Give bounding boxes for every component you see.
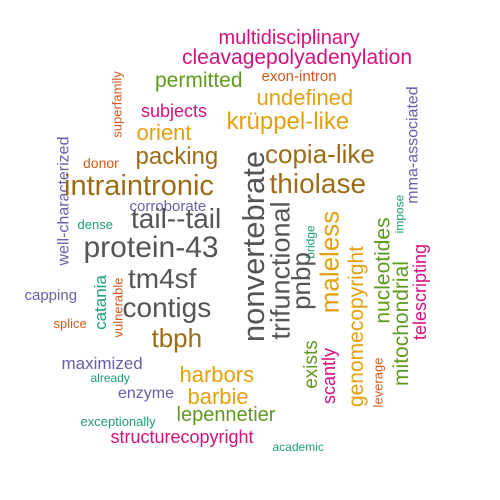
word-contigs: contigs xyxy=(122,292,212,323)
word-catania: catania xyxy=(90,274,110,330)
word-exists: exists xyxy=(300,339,322,389)
word-maximized: maximized xyxy=(61,353,143,373)
word-exceptionally: exceptionally xyxy=(80,413,156,429)
word-structurecopyright: structurecopyright xyxy=(110,427,254,447)
word-permitted: permitted xyxy=(155,68,243,92)
word-mma-associated: mma-associated xyxy=(404,86,422,204)
word-superfamily: superfamily xyxy=(109,70,125,138)
word-cleavagepolyadenylation: cleavagepolyadenylation xyxy=(182,45,413,69)
word-multidisciplinary: multidisciplinary xyxy=(218,27,360,49)
word-mitochondrial: mitochondrial xyxy=(389,260,413,386)
word-already: already xyxy=(90,371,130,385)
word-impose: impose xyxy=(391,194,406,234)
word-kruppel-like: krüppel-like xyxy=(226,108,350,135)
word-leverage: leverage xyxy=(370,357,386,407)
word-packing: packing xyxy=(135,143,219,170)
word-tail--tail: tail--tail xyxy=(131,203,222,234)
word-subjects: subjects xyxy=(141,101,208,121)
word-nonvertebrate: nonvertebrate xyxy=(235,150,271,342)
word-harbors: harbors xyxy=(179,362,255,387)
word-dense: dense xyxy=(77,216,113,232)
word-telescripting: telescripting xyxy=(410,243,431,341)
word-barbie: barbie xyxy=(187,384,249,409)
word-corroborate: corroborate xyxy=(129,197,207,215)
word-pnbp: pnbp xyxy=(285,252,316,310)
word-tbph: tbph xyxy=(151,323,203,353)
word-scantly: scantly xyxy=(319,347,340,405)
word-donor: donor xyxy=(83,155,119,171)
word-protein-43: protein-43 xyxy=(83,231,219,264)
word-maleless: maleless xyxy=(313,210,344,314)
word-capping: capping xyxy=(24,286,78,304)
word-undefined: undefined xyxy=(256,85,354,110)
word-thiolase: thiolase xyxy=(269,168,367,199)
word-tm4sf: tm4sf xyxy=(128,263,197,294)
word-exon-intron: exon-intron xyxy=(261,67,337,85)
word-academic: academic xyxy=(272,440,324,454)
word-enzyme: enzyme xyxy=(118,385,175,402)
word-orient: orient xyxy=(136,120,192,145)
word-splice: splice xyxy=(53,315,87,331)
word-genomecopyright: genomecopyright xyxy=(344,245,368,407)
word-lepennetier: lepennetier xyxy=(176,404,276,426)
word-copia-like: copia-like xyxy=(265,139,375,169)
word-intraintronic: intraintronic xyxy=(64,169,214,202)
